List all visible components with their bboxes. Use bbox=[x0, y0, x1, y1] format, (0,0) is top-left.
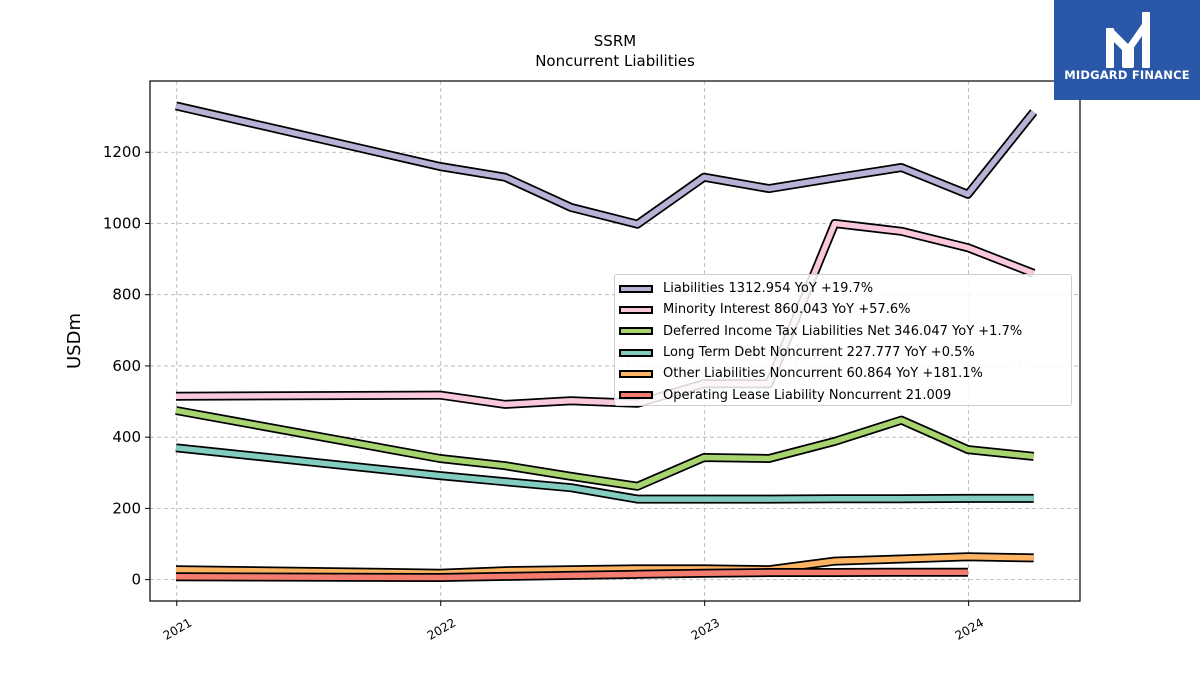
y-tick-label: 1000 bbox=[103, 214, 141, 232]
legend-label: Operating Lease Liability Noncurrent 21.… bbox=[663, 387, 952, 403]
legend-label: Deferred Income Tax Liabilities Net 346.… bbox=[663, 323, 1023, 339]
y-tick-label: 800 bbox=[112, 286, 141, 304]
legend-label: Other Liabilities Noncurrent 60.864 YoY … bbox=[663, 366, 983, 382]
legend-item: Minority Interest 860.043 YoY +57.6% bbox=[619, 299, 1071, 320]
legend-label: Long Term Debt Noncurrent 227.777 YoY +0… bbox=[663, 345, 975, 361]
y-tick-label: 0 bbox=[131, 571, 141, 589]
legend-swatch bbox=[619, 348, 653, 357]
x-tick-label: 2024 bbox=[953, 615, 986, 642]
x-tick-label: 2023 bbox=[689, 615, 722, 642]
legend-swatch bbox=[619, 369, 653, 378]
x-tick-label: 2021 bbox=[161, 615, 194, 642]
chart-title: SSRM bbox=[593, 32, 637, 50]
series-line bbox=[175, 569, 968, 581]
legend-swatch bbox=[619, 305, 653, 314]
legend-item: Liabilities 1312.954 YoY +19.7% bbox=[619, 278, 1071, 299]
plot-frame bbox=[149, 80, 1081, 602]
y-tick-label: 200 bbox=[112, 499, 141, 517]
legend-item: Operating Lease Liability Noncurrent 21.… bbox=[619, 384, 1071, 405]
legend-label: Minority Interest 860.043 YoY +57.6% bbox=[663, 302, 911, 318]
brand-logo: MIDGARD FINANCE bbox=[1054, 0, 1200, 100]
y-tick-label: 1200 bbox=[103, 143, 141, 161]
chart-legend: Liabilities 1312.954 YoY +19.7% Minority … bbox=[614, 274, 1072, 406]
legend-item: Deferred Income Tax Liabilities Net 346.… bbox=[619, 321, 1071, 342]
series-line-outline bbox=[174, 101, 1038, 229]
legend-swatch bbox=[619, 284, 653, 293]
legend-swatch bbox=[619, 327, 653, 336]
chart-subtitle: Noncurrent Liabilities bbox=[535, 52, 695, 70]
series-line bbox=[175, 445, 1034, 502]
y-axis-label: USDm bbox=[64, 313, 85, 369]
legend-swatch bbox=[619, 391, 653, 400]
series-line bbox=[175, 103, 1036, 227]
logo-mark-icon bbox=[1106, 12, 1150, 68]
legend-label: Liabilities 1312.954 YoY +19.7% bbox=[663, 281, 874, 297]
brand-name: MIDGARD FINANCE bbox=[1064, 68, 1190, 82]
y-tick-label: 400 bbox=[112, 428, 141, 446]
legend-item: Long Term Debt Noncurrent 227.777 YoY +0… bbox=[619, 342, 1071, 363]
x-tick-label: 2022 bbox=[425, 615, 458, 642]
series-line bbox=[175, 407, 1034, 490]
y-tick-label: 600 bbox=[112, 357, 141, 375]
legend-item: Other Liabilities Noncurrent 60.864 YoY … bbox=[619, 363, 1071, 384]
